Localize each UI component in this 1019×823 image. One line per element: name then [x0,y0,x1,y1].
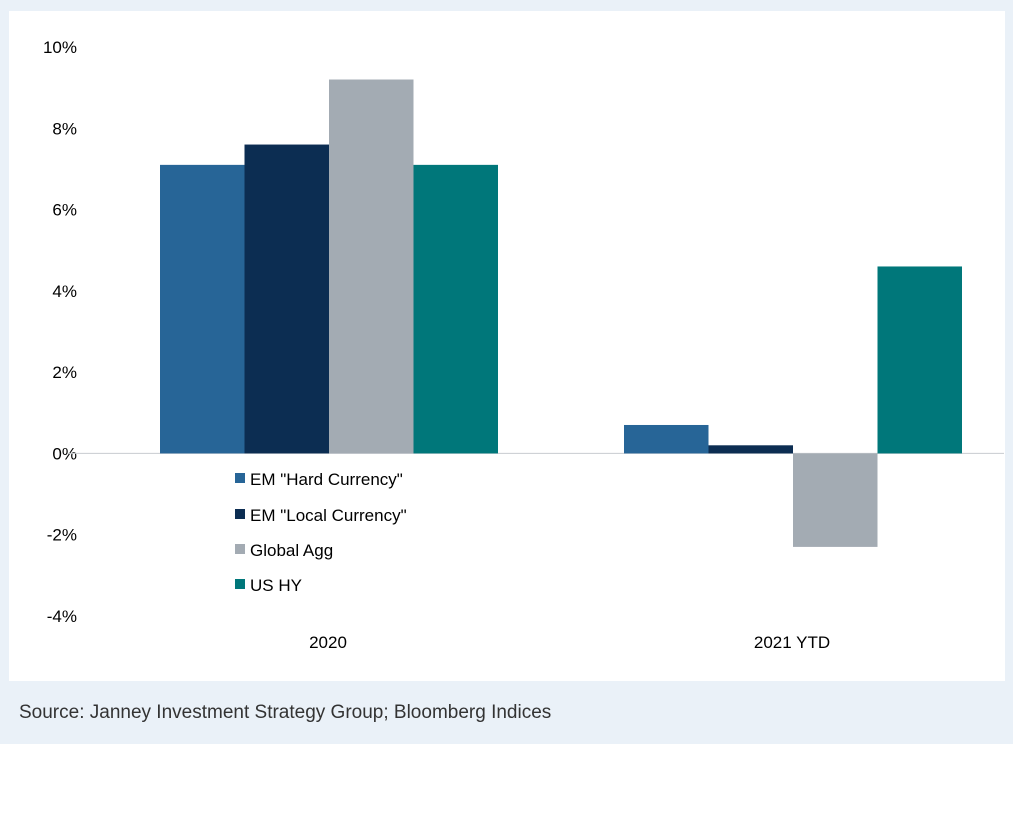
bar [877,266,962,454]
y-tick-label: 8% [52,119,77,138]
legend-label: EM "Hard Currency" [250,470,403,489]
bar [793,453,878,547]
legend-swatch [235,579,245,589]
x-axis-ticks: 2020 2021 YTD [309,633,830,652]
legend-swatch [235,544,245,554]
source-note: Source: Janney Investment Strategy Group… [19,702,552,723]
bar [624,424,709,454]
bar [413,164,498,454]
y-tick-label: 6% [52,201,77,220]
y-tick-label: -2% [47,526,77,545]
y-tick-label: 10% [43,38,77,57]
bar [708,445,793,454]
legend-label: EM "Local Currency" [250,506,407,525]
y-tick-label: 4% [52,282,77,301]
y-axis-ticks: 10% 8% 6% 4% 2% 0% -2% -4% [43,38,77,626]
y-tick-label: 2% [52,363,77,382]
legend: EM "Hard Currency" EM "Local Currency" Glo… [235,470,407,595]
legend-label: Global Agg [250,541,333,560]
legend-label: US HY [250,576,302,595]
legend-swatch [235,509,245,519]
x-tick-label: 2021 YTD [754,633,830,652]
bar [329,79,414,454]
bars [160,79,962,547]
bar [160,164,245,454]
y-tick-label: 0% [52,444,77,463]
x-tick-label: 2020 [309,633,347,652]
legend-swatch [235,473,245,483]
y-tick-label: -4% [47,607,77,626]
bar [244,144,329,454]
